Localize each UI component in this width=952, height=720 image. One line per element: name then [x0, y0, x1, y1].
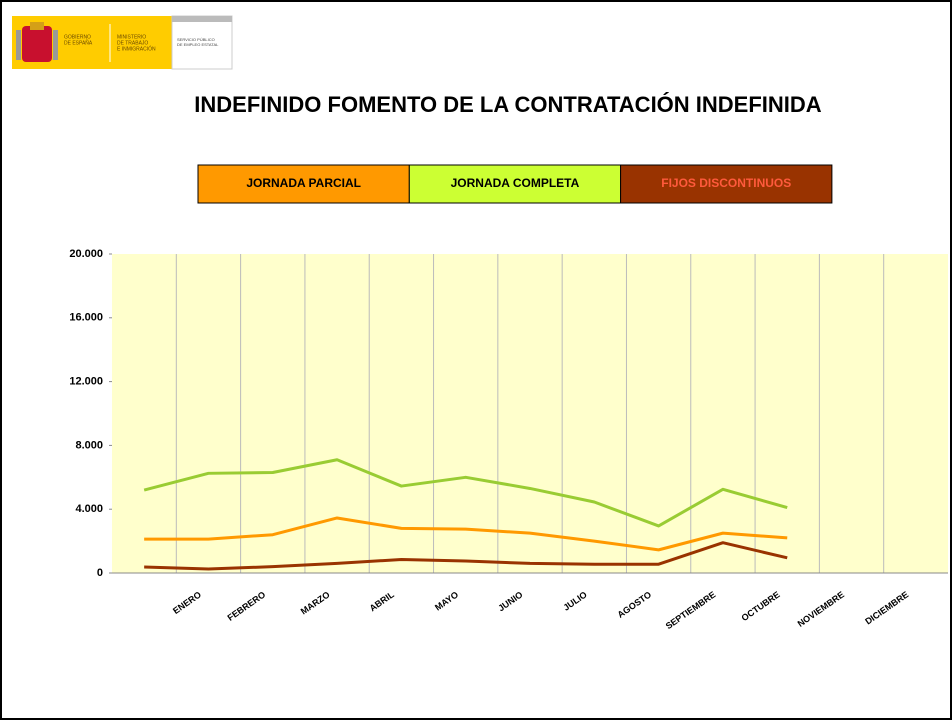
- legend-label: JORNADA COMPLETA: [451, 176, 580, 190]
- logo-text: DE ESPAÑA: [64, 39, 93, 46]
- logo-bar: [172, 16, 232, 22]
- y-tick-label: 8.000: [75, 439, 103, 451]
- pillar: [53, 30, 58, 60]
- logo-text: MINISTERIO: [117, 34, 146, 40]
- logo-text: DE TRABAJO: [117, 40, 148, 46]
- legend-label: JORNADA PARCIAL: [246, 176, 361, 190]
- logo-text: GOBIERNO: [64, 34, 91, 40]
- y-tick-label: 4.000: [75, 503, 103, 515]
- logo-text: E INMIGRACIÓN: [117, 45, 156, 52]
- legend-label: FIJOS DISCONTINUOS: [661, 176, 791, 190]
- y-tick-label: 12.000: [69, 376, 103, 388]
- crest: [22, 26, 52, 62]
- y-tick-label: 20.000: [69, 248, 103, 260]
- logo-text: DE EMPLEO ESTATAL: [177, 42, 219, 47]
- series-line: [143, 458, 788, 528]
- logo-text: SERVICIO PÚBLICO: [177, 37, 215, 42]
- series-line: [144, 516, 788, 552]
- plot-area: [112, 254, 948, 573]
- legend-swatch: [620, 164, 833, 204]
- chart-title: INDEFINIDO FOMENTO DE LA CONTRATACIÓN IN…: [194, 92, 821, 117]
- y-tick-label: 0: [97, 567, 103, 579]
- y-tick-label: 16.000: [69, 312, 103, 324]
- pillar: [16, 30, 21, 60]
- logo: GOBIERNO DE ESPAÑA MINISTERIO DE TRABAJO…: [12, 15, 233, 70]
- crown: [30, 22, 44, 30]
- series-line: [144, 541, 788, 571]
